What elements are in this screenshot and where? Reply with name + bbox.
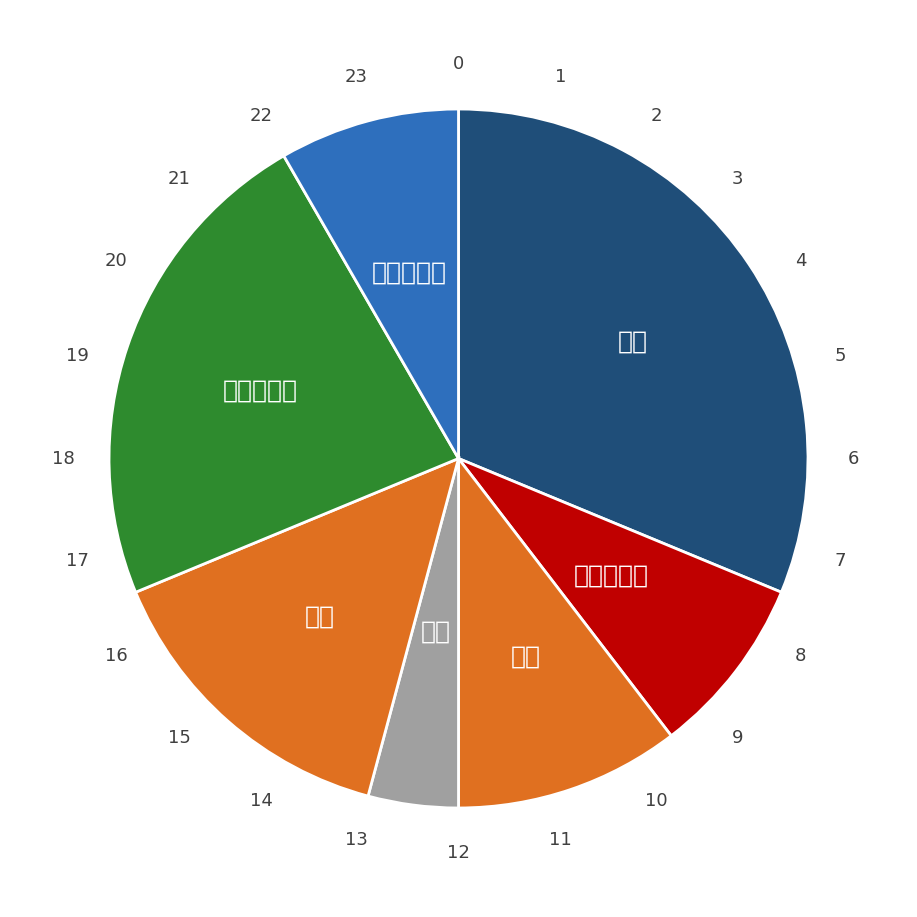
Text: 12: 12 (447, 845, 470, 862)
Wedge shape (283, 109, 458, 458)
Text: 19: 19 (66, 348, 88, 365)
Text: 17: 17 (66, 552, 88, 569)
Text: 21: 21 (168, 171, 191, 188)
Text: 1: 1 (555, 68, 567, 86)
Text: 昼食: 昼食 (421, 620, 450, 644)
Text: 授業: 授業 (511, 645, 541, 669)
Text: 13: 13 (345, 831, 368, 849)
Text: 9: 9 (732, 729, 744, 746)
Text: 18: 18 (52, 449, 75, 468)
Wedge shape (136, 458, 458, 796)
Text: 15: 15 (168, 729, 191, 746)
Text: 3: 3 (732, 171, 744, 188)
Text: アルバイト: アルバイト (223, 379, 297, 403)
Text: 22: 22 (249, 107, 272, 126)
Text: 4: 4 (795, 252, 806, 270)
Wedge shape (109, 156, 458, 592)
Text: 14: 14 (249, 791, 272, 810)
Text: 16: 16 (105, 647, 127, 665)
Text: 8: 8 (795, 647, 806, 665)
Text: 就寝: 就寝 (618, 330, 647, 354)
Wedge shape (368, 458, 458, 808)
Text: 0: 0 (453, 55, 464, 72)
Text: 23: 23 (345, 68, 368, 86)
Text: 20: 20 (105, 252, 127, 270)
Text: 夕食・入浴: 夕食・入浴 (371, 260, 447, 285)
Text: 5: 5 (834, 348, 845, 365)
Text: 朝食・登校: 朝食・登校 (573, 564, 648, 588)
Text: 6: 6 (847, 449, 859, 468)
Wedge shape (458, 109, 808, 592)
Text: 11: 11 (549, 831, 572, 849)
Wedge shape (458, 458, 671, 808)
Text: 10: 10 (645, 791, 668, 810)
Text: 7: 7 (834, 552, 845, 569)
Text: 2: 2 (650, 107, 662, 126)
Wedge shape (458, 458, 781, 735)
Text: 授業: 授業 (305, 604, 336, 628)
